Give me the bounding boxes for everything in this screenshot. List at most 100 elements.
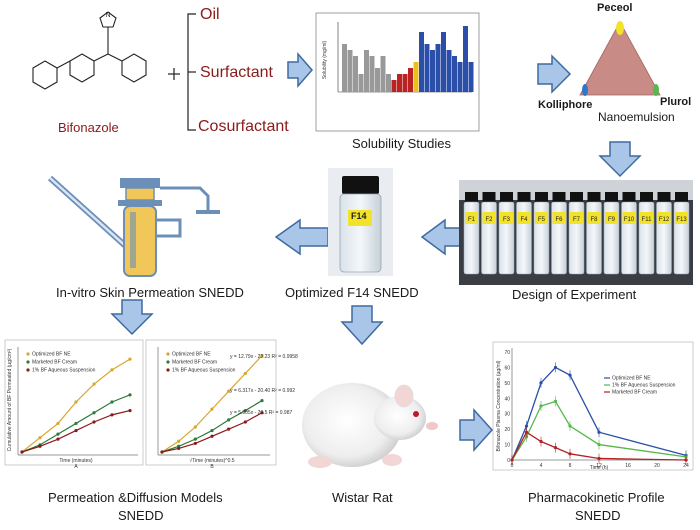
arrow-to-permeation xyxy=(110,299,154,336)
vial-label: F1 xyxy=(468,217,476,223)
data-point xyxy=(128,357,132,361)
pk-data-point xyxy=(597,430,601,434)
data-point xyxy=(260,411,264,415)
data-point xyxy=(110,400,114,404)
data-point xyxy=(260,353,264,358)
vial-tag xyxy=(482,212,496,224)
data-point xyxy=(193,425,197,429)
vial-label: F2 xyxy=(485,217,493,223)
legend-marker xyxy=(26,360,30,364)
legend-entry: Marketed BF Cream xyxy=(612,390,657,396)
arrow-to-invitro xyxy=(274,218,329,256)
vial-cap xyxy=(605,192,618,202)
pk-data-point xyxy=(539,381,543,385)
vial-label: F12 xyxy=(659,217,670,223)
legend-marker xyxy=(26,352,30,356)
vial-label: F13 xyxy=(676,217,687,223)
data-point xyxy=(92,420,96,424)
arrow-to-nanoemulsion xyxy=(537,54,572,94)
plurol-label: Plurol xyxy=(660,96,692,108)
regression-equation: y = 6.317x - 20.40 R² = 0.992 xyxy=(230,388,295,394)
data-point xyxy=(210,434,214,438)
data-point xyxy=(92,382,96,386)
pk-chart: 0 10 20 30 40 50 60 70 0 4 8 12 16 20 24 Time (h) Bifona… xyxy=(492,341,694,471)
pk-data-point xyxy=(568,452,572,456)
data-point xyxy=(56,437,60,441)
vial-tag xyxy=(500,212,513,224)
vial-label: F10 xyxy=(624,217,635,223)
kolliphore-label: Kolliphore xyxy=(538,99,593,111)
panel-label: B xyxy=(210,464,214,470)
solubility-bar xyxy=(446,50,452,92)
y-axis-label: Bifonazole Plasma Concentration (µg/ml) xyxy=(496,360,502,451)
permeation-label: Permeation &Diffusion Models xyxy=(48,490,223,505)
solubility-label: Solubility Studies xyxy=(352,136,451,151)
permeation-snedd-label: SNEDD xyxy=(118,508,164,523)
solubility-bar xyxy=(347,50,353,92)
x-tick-label: 12 xyxy=(596,463,602,469)
solubility-bar xyxy=(353,56,358,92)
data-point xyxy=(227,427,231,431)
y-tick-label: 10 xyxy=(504,443,510,449)
nanoemulsion-label: Nanoemulsion xyxy=(598,110,675,124)
data-point xyxy=(193,437,197,441)
data-point xyxy=(92,411,96,415)
y-tick-label: 30 xyxy=(504,412,510,418)
y-tick-label: 20 xyxy=(504,427,510,433)
legend-entry: 1% BF Aqueous Suspension xyxy=(612,383,676,389)
optimized-vial xyxy=(328,168,393,276)
data-point xyxy=(177,446,181,451)
vial-tag xyxy=(657,212,671,224)
solubility-bar xyxy=(435,44,441,92)
vial-cap xyxy=(465,192,478,202)
vial-tag xyxy=(587,212,601,224)
legend-entry: 1% BF Aqueous Suspension xyxy=(172,368,236,374)
solubility-bar xyxy=(397,74,402,92)
legend-entry: Optimized BF NE xyxy=(32,352,71,358)
legend-entry: Optimized BF NE xyxy=(612,376,651,382)
pk-data-point xyxy=(568,424,572,428)
pk-data-point xyxy=(568,373,572,377)
regression-equation: y = 5.905x - 20.5 R² = 0.987 xyxy=(230,410,292,416)
data-point xyxy=(38,444,42,448)
data-point xyxy=(56,432,60,436)
arrow-to-solubility xyxy=(287,52,313,88)
data-point xyxy=(38,436,42,440)
legend-entry: Optimized BF NE xyxy=(172,352,211,358)
pk-data-point xyxy=(684,458,688,462)
kolliphore-dot xyxy=(582,84,588,96)
solubility-bar xyxy=(424,44,430,92)
vial-tag xyxy=(552,212,566,224)
vial-tag xyxy=(465,212,478,224)
data-point xyxy=(243,420,247,424)
data-point xyxy=(110,413,114,417)
data-point xyxy=(74,428,78,433)
peceol-label: Peceol xyxy=(597,2,633,14)
x-tick-label: 8 xyxy=(569,463,572,469)
flow-arrows xyxy=(110,52,642,452)
plurol-dot xyxy=(653,84,659,96)
arrow-to-doe xyxy=(598,141,642,178)
vial-cap xyxy=(657,192,671,202)
pk-data-point xyxy=(524,430,529,434)
pk-data-point xyxy=(539,404,543,408)
solubility-ylabel: Solubility (mg/ml) xyxy=(322,40,328,79)
x-tick-label: 4 xyxy=(540,463,543,469)
data-point xyxy=(128,408,132,413)
solubility-bar xyxy=(369,56,375,92)
y-tick-label: 60 xyxy=(504,365,510,371)
vial-tag xyxy=(517,212,531,224)
regression-equation: y = 12.79x - 23.23 R² = 0.9958 xyxy=(230,354,298,360)
data-point xyxy=(56,421,60,426)
vial-cap xyxy=(500,192,513,202)
optimized-label: Optimized F14 SNEDD xyxy=(285,285,419,300)
solubility-bar xyxy=(391,80,397,92)
vial-tag xyxy=(675,212,688,224)
legend-marker xyxy=(26,368,30,372)
arrow-to-rat xyxy=(340,305,384,346)
data-point xyxy=(243,408,247,413)
legend-marker xyxy=(166,368,170,372)
peceol-dot xyxy=(616,21,624,35)
data-point xyxy=(128,393,132,397)
legend-entry: Marketed BF Cream xyxy=(32,360,77,366)
